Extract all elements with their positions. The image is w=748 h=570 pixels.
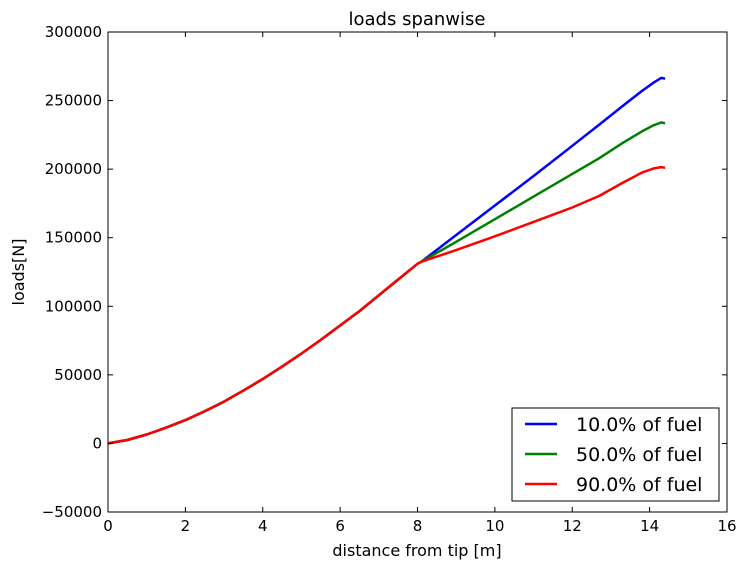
y-tick-label: 150000 [45,229,102,247]
x-tick-label: 12 [563,517,582,535]
x-tick-label: 4 [258,517,268,535]
y-tick-label: −50000 [42,503,102,521]
x-axis-title: distance from tip [m] [332,541,501,560]
x-tick-label: 6 [335,517,345,535]
x-tick-label: 8 [413,517,423,535]
y-tick-label: 300000 [45,23,102,41]
chart-title: loads spanwise [349,9,486,30]
x-tick-label: 14 [640,517,659,535]
legend: 10.0% of fuel 50.0% of fuel 90.0% of fuel [511,407,720,502]
y-tick-label: 100000 [45,297,102,315]
x-tick-label: 0 [103,517,113,535]
y-tick-label: 200000 [45,160,102,178]
legend-label-3: 90.0% of fuel [576,474,702,496]
y-tick-label: 250000 [45,92,102,110]
legend-label-2: 50.0% of fuel [576,444,702,466]
series-line-3 [107,165,666,445]
y-tick-label: 0 [92,434,102,452]
ticks-layer: 0 2 4 6 8 10 12 14 16−50000050000100000150000200… [42,23,737,535]
series-line-2 [107,121,666,445]
x-tick-label: 2 [181,517,191,535]
x-tick-label: 10 [485,517,504,535]
legend-label-1: 10.0% of fuel [576,414,702,436]
y-tick-label: 50000 [54,366,102,384]
series-line-1 [107,76,666,445]
series-layer [107,76,666,445]
x-tick-label: 16 [717,517,736,535]
y-axis-title: loads[N] [9,239,28,306]
